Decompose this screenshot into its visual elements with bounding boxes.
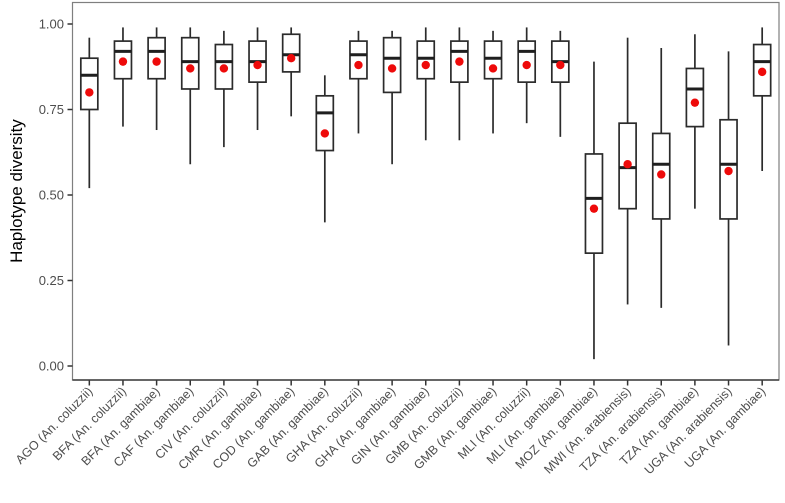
mean-dot (253, 60, 262, 70)
boxplot-gmb-12 (483, 30, 503, 134)
boxplot-civ-4 (214, 30, 234, 148)
y-axis-title: Haplotype diversity (7, 119, 26, 263)
iqr-box (584, 153, 604, 254)
iqr-box (315, 94, 335, 152)
iqr-box (79, 57, 99, 111)
boxplot-cod-6 (281, 27, 301, 117)
boxplot-uga-19 (719, 51, 738, 346)
mean-dot (421, 60, 430, 70)
boxplot-gha-8 (349, 30, 368, 134)
mean-dot (286, 54, 296, 63)
mean-dot (488, 64, 498, 73)
mean-dot (219, 64, 229, 73)
iqr-box (180, 36, 200, 90)
boxplot-cmr-5 (248, 27, 267, 131)
mean-dot (657, 170, 666, 179)
mean-dot (757, 67, 767, 77)
mean-dot (522, 60, 531, 70)
boxplot-tza-18 (685, 34, 705, 209)
iqr-box (483, 40, 503, 80)
boxplot-mli-13 (517, 27, 537, 124)
boxplot-moz-15 (584, 61, 604, 360)
y-tick-label: 0.50 (39, 188, 64, 203)
mean-dot (118, 57, 128, 66)
mean-dot (152, 57, 161, 66)
y-tick-label: 1.00 (39, 17, 64, 32)
y-tick-label: 0.25 (39, 273, 64, 288)
boxplot-gha-9 (382, 30, 402, 165)
mean-dot (387, 64, 397, 73)
boxplot-gmb-11 (450, 27, 469, 141)
iqr-box (416, 40, 436, 80)
boxplot-ago-0 (79, 37, 99, 189)
boxplot-gab-7 (315, 75, 335, 223)
mean-dot (320, 129, 330, 138)
boxplot-caf-3 (180, 27, 200, 165)
mean-dot (85, 88, 94, 97)
boxplot-uga-20 (752, 27, 772, 172)
iqr-box (349, 40, 368, 80)
y-tick-label: 0.00 (39, 359, 64, 374)
boxplot-mli-14 (550, 30, 570, 137)
mean-dot (690, 98, 700, 107)
mean-dot (724, 166, 733, 176)
boxplot-gin-10 (416, 27, 436, 141)
boxplot-bfa-1 (113, 27, 133, 127)
mean-dot (623, 160, 632, 169)
iqr-box (281, 33, 301, 73)
iqr-box (685, 67, 705, 128)
y-tick-label: 0.75 (39, 102, 64, 117)
boxplot-mwi-16 (618, 37, 637, 305)
mean-dot (455, 57, 464, 66)
mean-dot (589, 204, 599, 213)
mean-dot (186, 64, 195, 73)
boxplot-bfa-2 (147, 27, 166, 131)
mean-dot (556, 60, 565, 70)
mean-dot (354, 60, 363, 70)
boxplot-tza-17 (651, 47, 671, 308)
